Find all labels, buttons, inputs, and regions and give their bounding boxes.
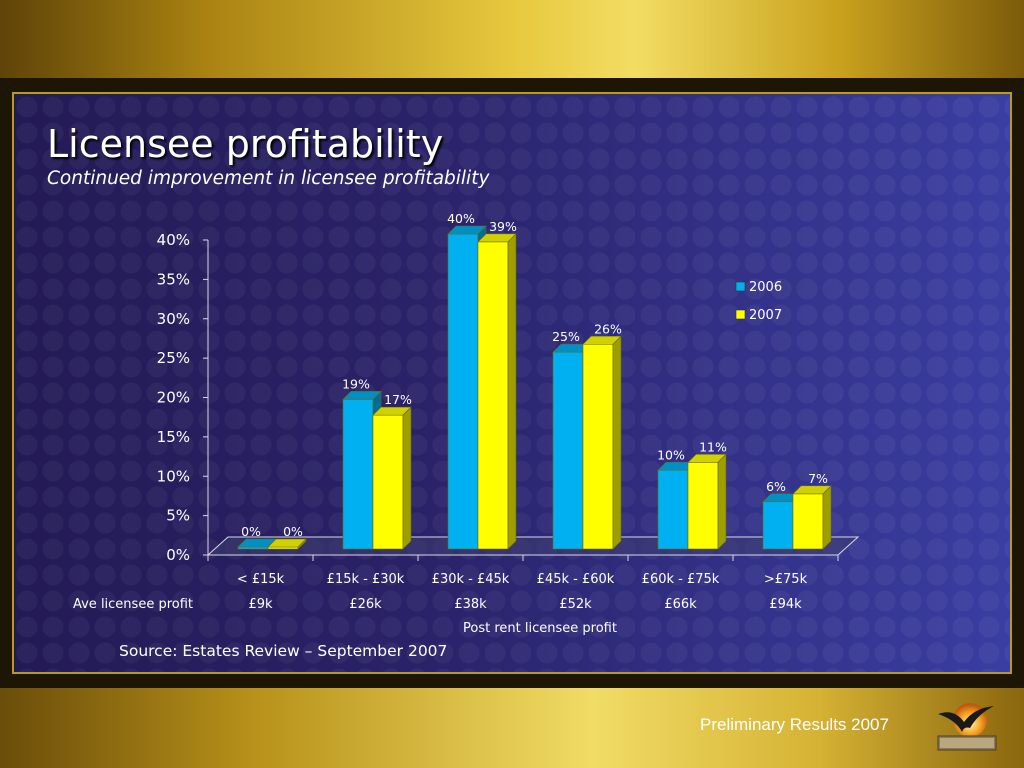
bar-2006-3 — [552, 351, 584, 550]
bar-2006-2 — [447, 233, 479, 550]
ave-profit-value: £38k — [454, 597, 487, 612]
chart-y-axis: 0% 5% 10% 15% 20% 25% 30% 35% 40% — [157, 231, 839, 564]
slide-title: Licensee profitability — [47, 122, 444, 166]
bottom-gold-band — [0, 688, 1024, 768]
x-category-label: £60k - £75k — [642, 572, 720, 587]
data-label: 25% — [552, 329, 580, 344]
x-category-label: < £15k — [237, 572, 285, 587]
ave-profit-value: £66k — [664, 597, 697, 612]
source-note: Source: Estates Review – September 2007 — [119, 642, 448, 660]
data-label: 39% — [489, 219, 517, 234]
bar-2006-4 — [657, 469, 689, 550]
bar-side-2007-4 — [717, 453, 727, 550]
ave-profit-value: £26k — [349, 597, 382, 612]
y-tick-label: 15% — [157, 428, 190, 446]
ave-profit-value: £52k — [559, 597, 592, 612]
data-label: 6% — [766, 479, 786, 494]
y-tick-label: 35% — [157, 270, 190, 288]
enterprise-inns-logo — [937, 703, 997, 751]
x-category-label: £15k - £30k — [327, 572, 405, 587]
footer-text: Preliminary Results 2007 — [700, 715, 889, 734]
chart-x-labels: < £15k £9k £15k - £30k £26k £30k - £45k £38k £… — [73, 572, 808, 636]
bar-2006-5 — [762, 501, 794, 550]
legend-label-2007: 2007 — [749, 308, 782, 323]
bar-side-2007-2 — [507, 233, 517, 550]
slide-subtitle: Continued improvement in licensee profit… — [47, 168, 490, 189]
data-label: 7% — [808, 471, 828, 486]
y-tick-label: 25% — [157, 349, 190, 367]
y-tick-label: 5% — [166, 507, 190, 525]
y-tick-label: 20% — [157, 389, 190, 407]
data-label: 17% — [384, 392, 412, 407]
ave-profit-value: £94k — [769, 597, 802, 612]
data-label: 26% — [594, 321, 622, 336]
data-label: 11% — [699, 439, 727, 454]
y-tick-label: 40% — [157, 231, 190, 249]
y-tick-label: 10% — [157, 467, 190, 485]
x-category-label: £30k - £45k — [432, 572, 510, 587]
data-label: 19% — [342, 376, 370, 391]
y-tick-label: 0% — [166, 546, 190, 564]
legend-swatch-2006 — [735, 281, 746, 292]
data-label: 10% — [657, 447, 685, 462]
bar-side-2007-3 — [612, 335, 622, 550]
data-label: 0% — [283, 524, 303, 539]
x-category-label: £45k - £60k — [537, 572, 615, 587]
chart-legend: 2006 2007 — [735, 280, 782, 323]
data-label: 0% — [241, 524, 261, 539]
chart-bars — [237, 225, 832, 550]
logo-bird-icon — [938, 706, 994, 732]
legend-label-2006: 2006 — [749, 280, 782, 295]
bar-2007-5 — [792, 493, 824, 550]
ave-profit-row-label: Ave licensee profit — [73, 597, 193, 612]
bar-side-2007-0 — [297, 538, 307, 550]
bar-side-2007-1 — [402, 406, 412, 550]
y-tick-label: 30% — [157, 310, 190, 328]
x-axis-title: Post rent licensee profit — [463, 621, 617, 636]
bar-2007-4 — [687, 462, 719, 550]
bar-2006-1 — [342, 399, 374, 550]
bar-2007-2 — [477, 241, 509, 550]
data-label: 40% — [447, 211, 475, 226]
chart-data-labels: 0% 0% 19% 17% 40% 39% 25% 26% 10% 11% 6% 7% — [241, 211, 828, 539]
top-gold-band — [0, 0, 1024, 78]
bar-side-2007-5 — [822, 485, 832, 550]
bar-2007-1 — [372, 414, 404, 550]
legend-swatch-2007 — [735, 309, 746, 320]
x-category-label: >£75k — [764, 572, 808, 587]
bar-2007-3 — [582, 343, 614, 550]
ave-profit-value: £9k — [248, 597, 273, 612]
